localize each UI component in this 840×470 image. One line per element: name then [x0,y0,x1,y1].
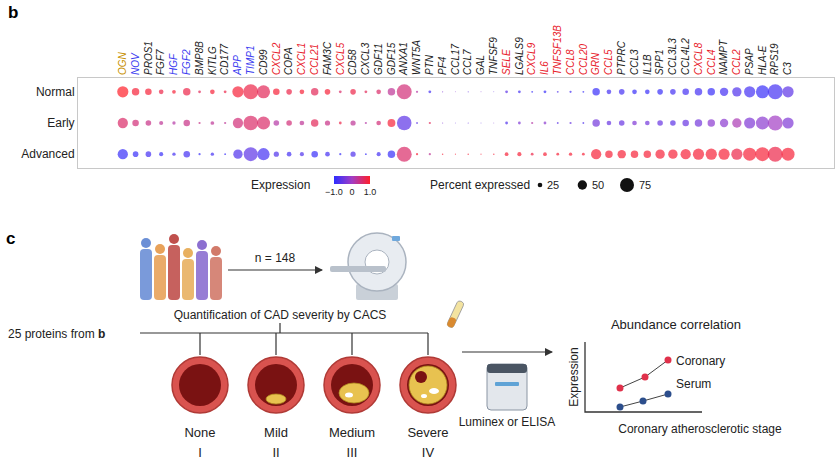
svg-text:1.0: 1.0 [364,187,377,197]
svg-text:c: c [6,229,15,248]
svg-text:Early: Early [47,116,74,130]
svg-text:Normal: Normal [36,85,75,99]
svg-text:WNT5A: WNT5A [411,40,422,75]
svg-text:CCL21: CCL21 [309,44,320,75]
svg-text:Quantification of CAD severity: Quantification of CAD severity by CACS [174,308,387,322]
svg-text:TNFSF13B: TNFSF13B [552,25,563,75]
svg-text:50: 50 [592,179,604,191]
svg-text:BMP8B: BMP8B [194,41,205,75]
svg-text:25: 25 [547,179,559,191]
svg-text:Abundance correlation: Abundance correlation [611,317,741,332]
svg-text:25 proteins from b: 25 proteins from b [8,327,105,341]
svg-text:CCL3L3: CCL3L3 [667,38,678,75]
svg-text:IL1B: IL1B [642,54,653,75]
svg-text:CXCL1: CXCL1 [296,43,307,75]
svg-text:GDF15: GDF15 [386,42,397,75]
svg-text:CCL20: CCL20 [578,43,589,75]
svg-text:CD99: CD99 [258,49,269,75]
svg-text:GAL: GAL [475,55,486,75]
svg-text:CCL5: CCL5 [603,49,614,75]
svg-text:FAM3C: FAM3C [322,41,333,75]
svg-text:KITLG: KITLG [207,46,218,75]
svg-text:Expression: Expression [251,178,310,192]
svg-text:Expression: Expression [567,347,581,406]
svg-text:Mild: Mild [264,425,288,440]
svg-text:Luminex or ELISA: Luminex or ELISA [459,415,556,429]
svg-text:NOV: NOV [130,52,141,75]
svg-text:RPS19: RPS19 [769,43,780,75]
svg-text:CCL7: CCL7 [462,49,473,75]
svg-text:SPP1: SPP1 [654,49,665,75]
svg-text:GRN: GRN [590,52,601,75]
svg-text:CXCL2: CXCL2 [271,42,282,75]
svg-text:CD58: CD58 [347,49,358,75]
svg-text:PTN: PTN [424,54,435,75]
svg-text:CCL8: CCL8 [565,49,576,75]
svg-text:75: 75 [639,179,651,191]
svg-text:COPA: COPA [283,47,294,75]
svg-text:n = 148: n = 148 [255,251,296,265]
svg-text:ANXA1: ANXA1 [398,42,409,76]
svg-text:Advanced: Advanced [21,147,74,161]
svg-text:Severe: Severe [407,425,448,440]
svg-text:IV: IV [422,445,435,460]
svg-text:TNFSF9: TNFSF9 [488,37,499,75]
svg-text:CXCL3: CXCL3 [360,42,371,75]
svg-text:LGALS9: LGALS9 [514,37,525,75]
svg-text:CXCL5: CXCL5 [335,42,346,75]
svg-text:PSAP: PSAP [744,48,755,75]
svg-text:FGF2: FGF2 [181,49,192,75]
svg-text:CCL17: CCL17 [450,43,461,75]
svg-text:Medium: Medium [329,425,375,440]
svg-text:PF4: PF4 [437,56,448,75]
svg-text:CCL4: CCL4 [706,49,717,75]
svg-text:C3: C3 [782,62,793,75]
svg-text:HLA-E: HLA-E [757,45,768,75]
svg-text:NAMPT: NAMPT [718,39,729,75]
svg-text:III: III [347,445,358,460]
svg-text:CXCL9: CXCL9 [526,42,537,75]
svg-text:TIMP1: TIMP1 [245,46,256,75]
svg-text:OGN: OGN [117,51,128,75]
svg-text:GDF11: GDF11 [373,44,384,76]
svg-text:CD177: CD177 [219,43,230,75]
svg-text:b: b [8,3,18,22]
svg-text:I: I [198,445,202,460]
svg-text:Coronary: Coronary [676,354,725,368]
svg-text:APP: APP [232,55,243,76]
svg-text:II: II [272,445,279,460]
svg-text:CCL3: CCL3 [629,49,640,75]
svg-text:PTPRC: PTPRC [616,40,627,75]
svg-text:CXCL8: CXCL8 [693,42,704,75]
svg-text:Coronary atherosclerotic stage: Coronary atherosclerotic stage [618,422,782,436]
svg-text:HGF: HGF [168,53,179,75]
svg-text:SELE: SELE [501,49,512,75]
svg-text:IL6: IL6 [539,61,550,75]
svg-text:Serum: Serum [676,377,711,391]
svg-text:None: None [184,425,215,440]
svg-text:0: 0 [349,187,354,197]
svg-text:PROS1: PROS1 [143,41,154,75]
svg-text:CCL2: CCL2 [731,49,742,75]
svg-text:−1.0: −1.0 [325,187,343,197]
svg-text:Percent expressed: Percent expressed [430,178,530,192]
svg-text:FGF7: FGF7 [155,49,166,75]
svg-text:CCL4L2: CCL4L2 [680,38,691,75]
